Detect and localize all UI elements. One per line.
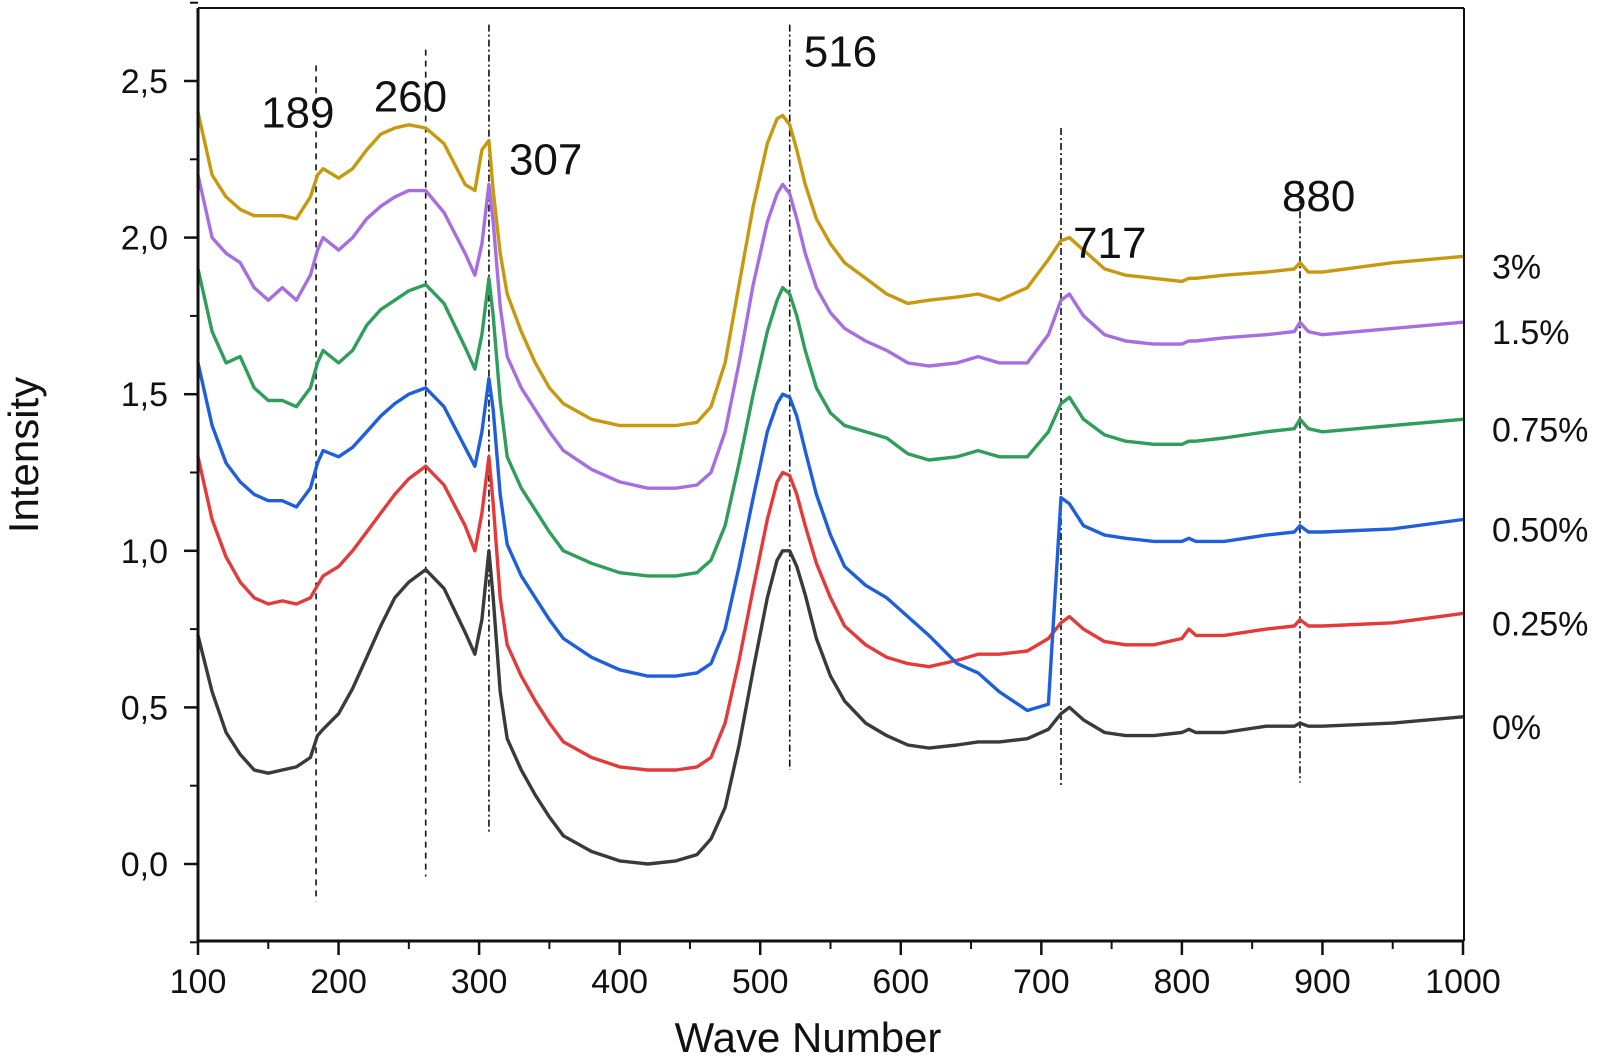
y-axis-title: Intensity [0,377,47,533]
legend-label: 0.75% [1492,411,1588,449]
peak-label: 189 [261,88,334,137]
x-tick-label: 100 [170,963,227,1001]
series-line [196,110,1465,428]
x-tick-label: 500 [732,963,789,1001]
peak-label: 260 [374,73,447,122]
y-tick-label: 2,5 [121,63,168,101]
series-line [196,361,1465,713]
series-lines-group [196,110,1465,866]
x-tick-label: 400 [591,963,648,1001]
series-line [196,173,1465,490]
x-tick-label: 1000 [1425,963,1501,1001]
legend-label: 0.50% [1492,511,1588,549]
series-line [196,455,1465,772]
legend-label: 0% [1492,709,1541,747]
peak-label: 516 [804,28,877,77]
x-tick-label: 800 [1154,963,1211,1001]
y-tick-label: 2,0 [121,220,168,258]
peak-label: 307 [509,136,582,185]
ticks-group: 100 200 300 400 500 600 700 800 900 1000 0,0 0,5 1,0… [121,1,1501,1001]
peak-labels-group: 189 260 307 516 717 880 [261,28,1355,268]
y-tick-label: 0,0 [121,846,168,884]
legend-label: 0.25% [1492,605,1588,643]
peak-lines-group [315,24,1301,902]
axes-group [196,7,1465,943]
series-line [196,549,1465,866]
x-tick-label: 300 [451,963,508,1001]
y-tick-label: 0,5 [121,689,168,727]
peak-label: 717 [1073,219,1146,268]
y-tick-label: 1,0 [121,533,168,571]
peak-label: 880 [1282,172,1355,221]
legend-group: 0% 0.25% 0.50% 0.75% 1.5% 3% [1492,248,1588,746]
x-tick-label: 700 [1013,963,1070,1001]
y-tick-label: 1,5 [121,376,168,414]
x-tick-label: 600 [872,963,929,1001]
x-tick-label: 900 [1294,963,1351,1001]
series-line [196,267,1465,578]
legend-label: 3% [1492,248,1541,286]
x-axis-title: Wave Number [675,1014,942,1058]
legend-label: 1.5% [1492,314,1570,352]
x-tick-label: 200 [310,963,367,1001]
